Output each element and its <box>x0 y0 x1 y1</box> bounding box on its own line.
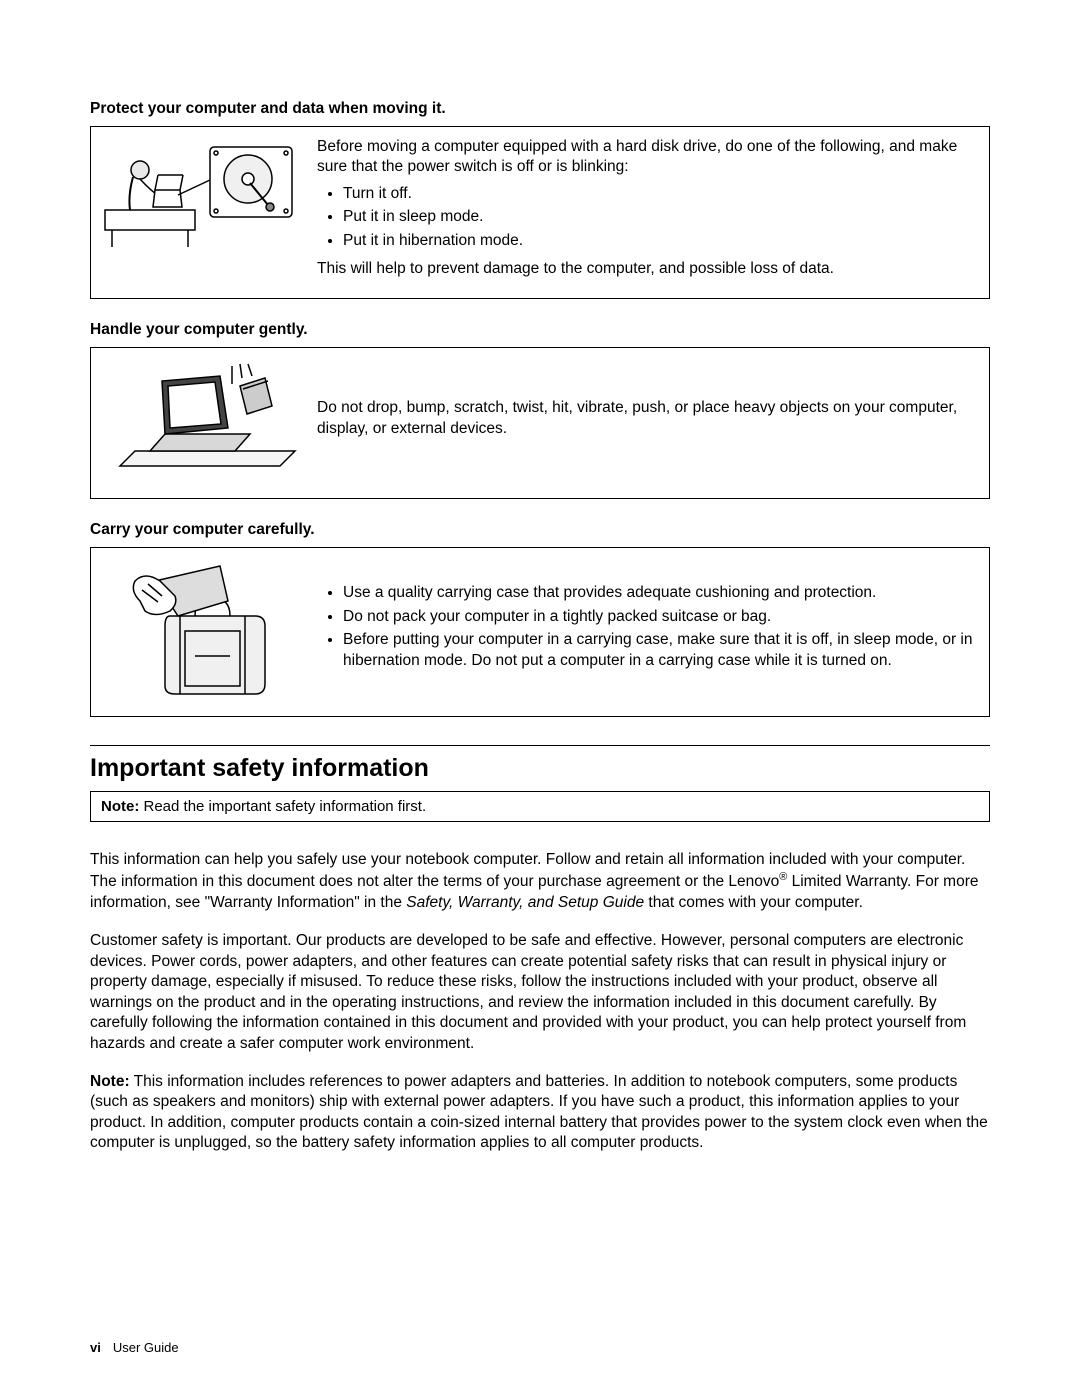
section-content: Do not drop, bump, scratch, twist, hit, … <box>309 348 989 498</box>
body-text: Do not drop, bump, scratch, twist, hit, … <box>317 398 975 439</box>
page-footer: vi User Guide <box>90 1340 179 1355</box>
text-run: that comes with your computer. <box>644 894 863 911</box>
section-protect: Protect your computer and data when movi… <box>90 100 990 299</box>
illustration-harddrive <box>91 127 309 261</box>
section-handle: Handle your computer gently. <box>90 321 990 499</box>
paragraph-2: Customer safety is important. Our produc… <box>90 931 990 1054</box>
section-content: Before moving a computer equipped with a… <box>309 127 989 298</box>
illustration-drop <box>91 348 309 498</box>
bullet-item: Before putting your computer in a carryi… <box>343 630 975 671</box>
page-number: vi <box>90 1340 101 1355</box>
illustration-bag <box>91 548 309 716</box>
paragraph-3: Note: This information includes referenc… <box>90 1072 990 1154</box>
section-heading: Protect your computer and data when movi… <box>90 100 990 118</box>
outro-text: This will help to prevent damage to the … <box>317 259 975 279</box>
bullet-item: Put it in sleep mode. <box>343 207 975 227</box>
section-carry: Carry your computer carefully. <box>90 521 990 717</box>
text-italic: Safety, Warranty, and Setup Guide <box>406 894 644 911</box>
section-box: Do not drop, bump, scratch, twist, hit, … <box>90 347 990 499</box>
bullet-item: Use a quality carrying case that provide… <box>343 583 975 603</box>
section-box: Before moving a computer equipped with a… <box>90 126 990 299</box>
bullet-item: Do not pack your computer in a tightly p… <box>343 607 975 627</box>
bullet-list: Use a quality carrying case that provide… <box>317 583 975 674</box>
note-label: Note: <box>101 798 139 815</box>
text-run: This information includes references to … <box>90 1073 988 1151</box>
section-heading: Handle your computer gently. <box>90 321 990 339</box>
main-heading: Important safety information <box>90 754 990 783</box>
bullet-list: Turn it off. Put it in sleep mode. Put i… <box>317 184 975 251</box>
note-text: Read the important safety information fi… <box>144 798 427 815</box>
bullet-item: Turn it off. <box>343 184 975 204</box>
bullet-item: Put it in hibernation mode. <box>343 231 975 251</box>
section-content: Use a quality carrying case that provide… <box>309 548 989 716</box>
paragraph-1: This information can help you safely use… <box>90 850 990 914</box>
section-box: Use a quality carrying case that provide… <box>90 547 990 717</box>
section-heading: Carry your computer carefully. <box>90 521 990 539</box>
doc-title: User Guide <box>113 1340 179 1355</box>
note-label: Note: <box>90 1073 130 1090</box>
note-box: Note: Read the important safety informat… <box>90 791 990 822</box>
divider <box>90 745 990 746</box>
intro-text: Before moving a computer equipped with a… <box>317 137 975 178</box>
